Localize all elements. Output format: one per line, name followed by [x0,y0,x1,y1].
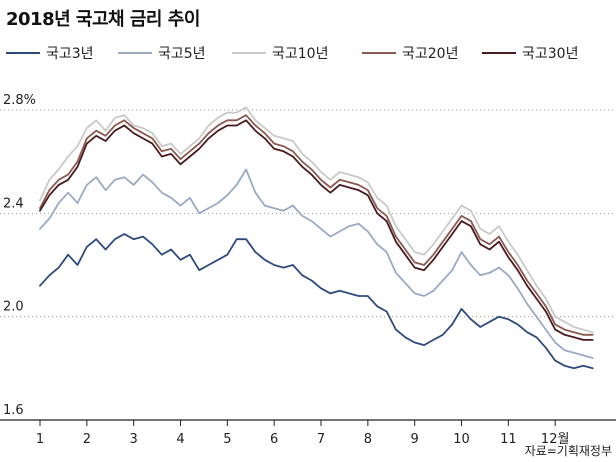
y-axis-ticks: 1.6 2.0 2.4 2.8% [3,93,36,418]
legend-label: 국고3년 [46,46,94,62]
x-tick-label: 5 [223,432,231,447]
series-line [39,168,594,359]
y-tick-label: 2.0 [3,300,24,315]
x-tick-label: 11 [500,432,517,447]
x-tick-label: 6 [270,432,278,447]
series-line [39,114,594,336]
x-tick-label: 10 [453,432,470,447]
series-lines [39,106,594,370]
y-tick-label: 1.6 [3,403,24,418]
legend-label: 국고30년 [522,46,579,62]
x-tick-label: 4 [176,432,184,447]
series-line [39,233,594,370]
legend-item: 국고10년 [232,42,328,64]
x-tick-label: 3 [130,432,138,447]
x-tick-label: 12월 [541,432,570,447]
x-tick-label: 9 [411,432,419,447]
legend-item: 국고3년 [6,42,94,64]
legend-swatch [232,52,266,54]
legend: 국고3년 국고5년 국고10년 국고20년 국고30년 [6,42,612,64]
grid-lines [0,109,616,318]
legend-swatch [118,52,152,54]
chart-title: 2018년 국고채 금리 추이 [6,9,200,30]
series-line [39,119,594,341]
x-tick-label: 7 [317,432,325,447]
legend-label: 국고10년 [272,46,329,62]
legend-item: 국고5년 [118,42,206,64]
series-line [39,106,594,334]
source-note: 자료=기획재정부 [524,444,612,458]
legend-item: 국고20년 [362,42,458,64]
legend-item: 국고30년 [482,42,578,64]
legend-label: 국고5년 [158,46,206,62]
legend-label: 국고20년 [402,46,459,62]
y-tick-label: 2.4 [3,196,24,211]
x-axis: 1 2 3 4 5 6 7 8 9 10 11 12월 [0,419,616,447]
x-tick-label: 8 [364,432,372,447]
legend-swatch [482,52,516,54]
x-tick-label: 1 [36,432,44,447]
x-tick-label: 2 [83,432,91,447]
y-tick-label: 2.8% [3,93,36,108]
legend-swatch [362,52,396,54]
legend-swatch [6,52,40,54]
